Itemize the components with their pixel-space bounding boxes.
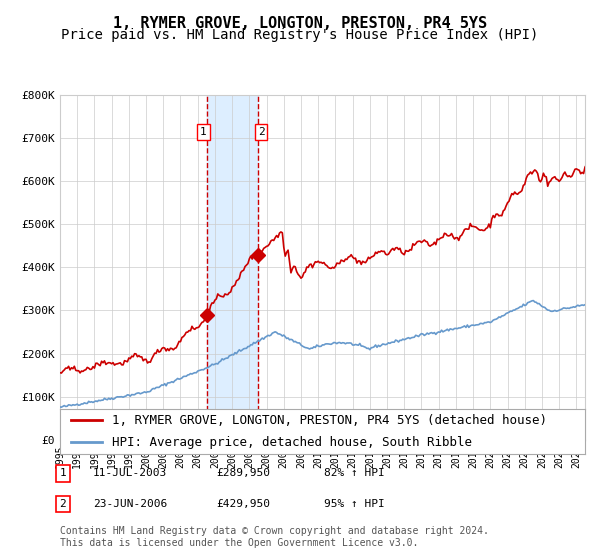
- Text: 82% ↑ HPI: 82% ↑ HPI: [324, 468, 385, 478]
- Text: HPI: Average price, detached house, South Ribble: HPI: Average price, detached house, Sout…: [113, 436, 473, 449]
- Text: Contains HM Land Registry data © Crown copyright and database right 2024.
This d: Contains HM Land Registry data © Crown c…: [60, 526, 489, 548]
- Text: 1, RYMER GROVE, LONGTON, PRESTON, PR4 5YS (detached house): 1, RYMER GROVE, LONGTON, PRESTON, PR4 5Y…: [113, 413, 548, 427]
- Bar: [207, 95, 257, 440]
- Text: £289,950: £289,950: [216, 468, 270, 478]
- Text: Price paid vs. HM Land Registry's House Price Index (HPI): Price paid vs. HM Land Registry's House …: [61, 28, 539, 42]
- Text: 1: 1: [200, 127, 207, 137]
- Text: 23-JUN-2006: 23-JUN-2006: [93, 499, 167, 509]
- Text: 2: 2: [257, 127, 265, 137]
- Text: 95% ↑ HPI: 95% ↑ HPI: [324, 499, 385, 509]
- Text: 2: 2: [59, 499, 67, 509]
- Text: 1, RYMER GROVE, LONGTON, PRESTON, PR4 5YS: 1, RYMER GROVE, LONGTON, PRESTON, PR4 5Y…: [113, 16, 487, 31]
- Text: 1: 1: [59, 468, 67, 478]
- Text: 11-JUL-2003: 11-JUL-2003: [93, 468, 167, 478]
- Text: £429,950: £429,950: [216, 499, 270, 509]
